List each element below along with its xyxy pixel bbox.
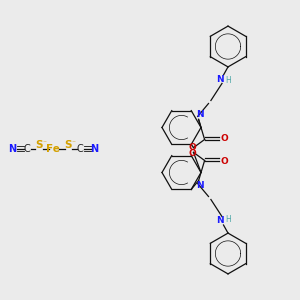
Text: H: H <box>225 76 231 85</box>
Text: N: N <box>8 143 16 154</box>
Text: O: O <box>220 157 228 166</box>
Text: C: C <box>77 143 83 154</box>
Text: S: S <box>36 140 43 151</box>
Text: N: N <box>90 143 98 154</box>
Text: O: O <box>188 142 196 152</box>
Text: N: N <box>196 110 203 119</box>
Text: ⁻: ⁻ <box>42 138 46 147</box>
Text: O: O <box>220 134 228 143</box>
Text: O: O <box>188 148 196 158</box>
Text: H: H <box>225 215 231 224</box>
Text: Fe: Fe <box>46 143 60 154</box>
Text: ⁻: ⁻ <box>71 138 75 147</box>
Text: N: N <box>196 181 203 190</box>
Text: S: S <box>65 140 72 151</box>
Text: N: N <box>216 75 224 84</box>
Text: C: C <box>24 143 30 154</box>
Text: N: N <box>216 216 224 225</box>
